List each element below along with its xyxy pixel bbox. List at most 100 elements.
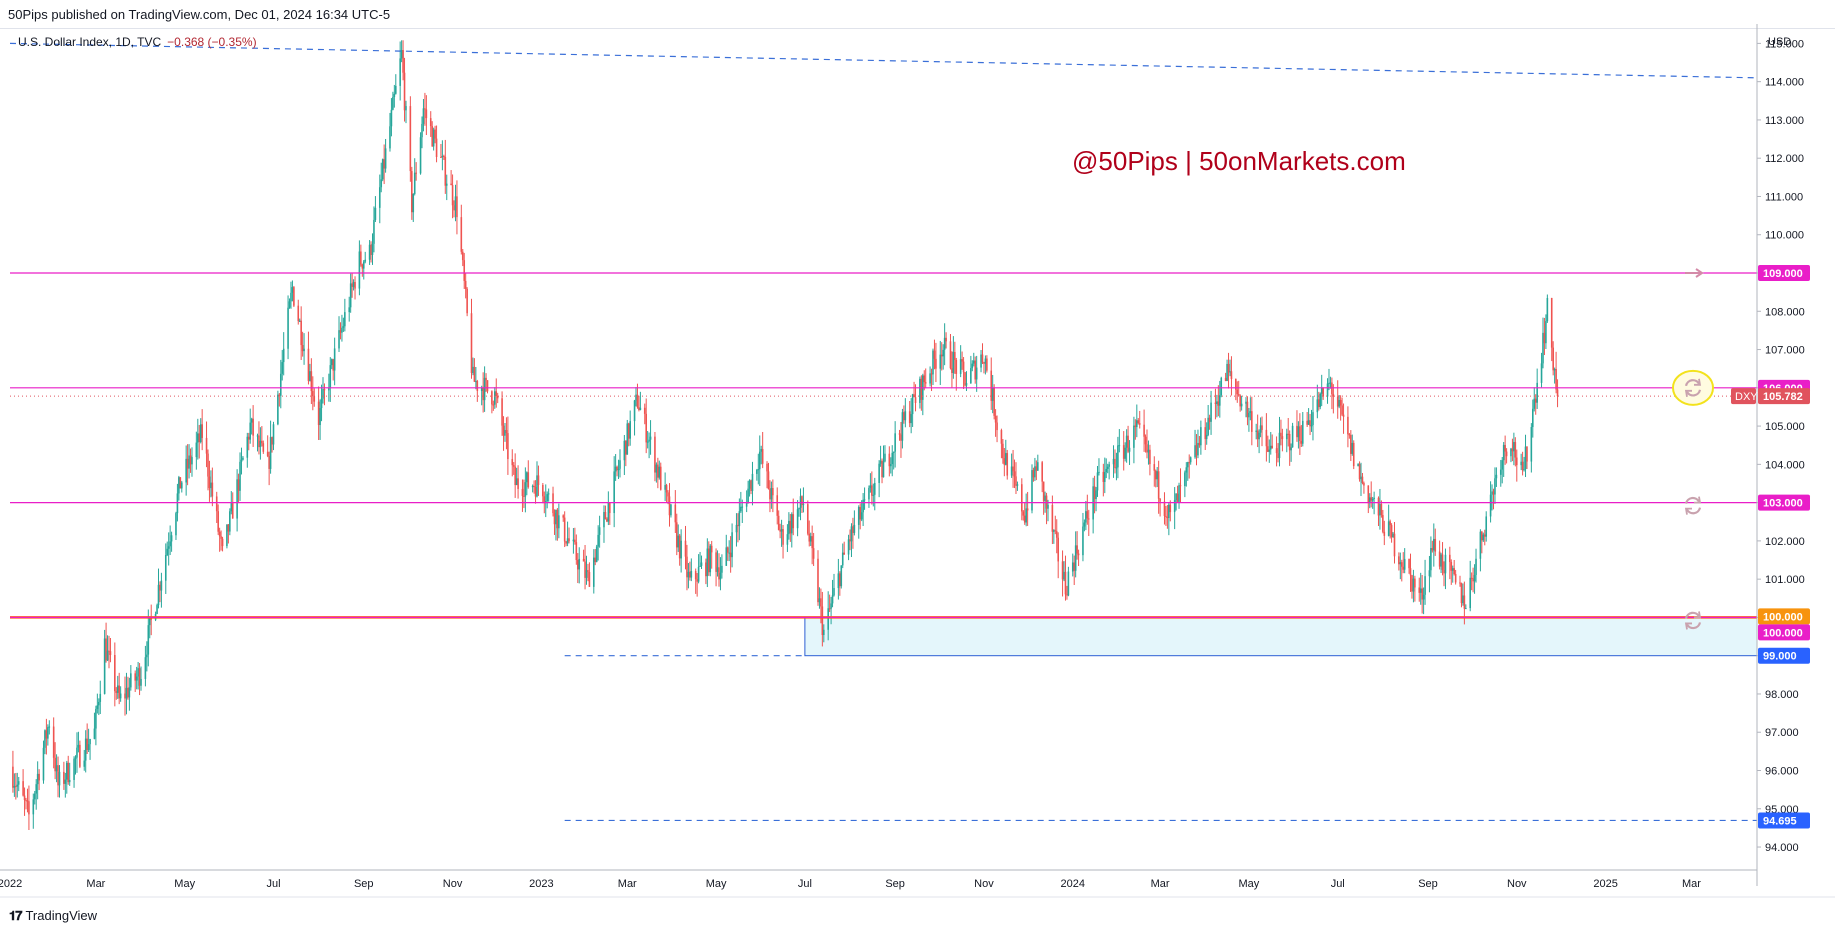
candle-body xyxy=(1408,558,1410,569)
candle xyxy=(1422,587,1425,615)
candle-body xyxy=(1412,578,1415,592)
candle-body xyxy=(432,129,435,147)
candle-body xyxy=(843,552,845,555)
candle-body xyxy=(923,375,926,383)
candle-body xyxy=(1363,483,1365,486)
candle-body xyxy=(1505,451,1508,457)
candle-body xyxy=(719,572,722,580)
candle xyxy=(1389,519,1391,539)
candle-body xyxy=(1328,382,1330,384)
candle xyxy=(984,355,987,375)
candle xyxy=(868,485,870,508)
candle xyxy=(576,553,579,584)
candle xyxy=(972,352,975,367)
candle-body xyxy=(1086,511,1089,519)
price-tag-bg xyxy=(1758,624,1810,641)
candle xyxy=(882,445,885,478)
candle-body xyxy=(301,345,304,352)
candle xyxy=(191,447,193,477)
price-tag-text: 99.000 xyxy=(1763,651,1797,663)
candle-body xyxy=(303,348,305,352)
candle xyxy=(697,554,700,584)
candle xyxy=(33,790,36,805)
candle xyxy=(725,534,728,566)
candle xyxy=(1297,421,1300,449)
candle-body xyxy=(1312,412,1314,425)
currency-label[interactable]: USD xyxy=(1768,36,1792,48)
candle xyxy=(1085,500,1087,531)
x-tick-label: 2025 xyxy=(1593,878,1617,890)
candle-body xyxy=(341,327,343,333)
candle-body xyxy=(674,504,677,523)
candle-body xyxy=(317,401,320,426)
y-tick-label: 94.000 xyxy=(1765,842,1799,854)
candle xyxy=(105,622,107,663)
candle-body xyxy=(169,541,171,547)
candle xyxy=(1513,432,1515,466)
candle-body xyxy=(293,287,295,306)
candle-body xyxy=(58,771,61,786)
candle-body xyxy=(940,354,943,357)
tradingview-logo[interactable]: 𝟏𝟕 TradingView xyxy=(9,908,97,926)
candle-body xyxy=(952,352,955,374)
candle xyxy=(1023,503,1026,525)
candle xyxy=(597,525,599,561)
candle-body xyxy=(1377,497,1380,516)
candle xyxy=(1073,555,1076,586)
candle xyxy=(878,460,880,498)
candle xyxy=(1521,451,1524,476)
candle xyxy=(1357,463,1359,467)
candle-body xyxy=(543,496,546,502)
candle xyxy=(919,376,921,409)
candle xyxy=(873,477,876,511)
candle xyxy=(821,591,824,647)
candle xyxy=(1433,523,1435,567)
candle xyxy=(424,92,426,126)
candle xyxy=(405,100,407,124)
candle-body xyxy=(1454,574,1457,583)
candle xyxy=(847,534,850,561)
candle-body xyxy=(578,558,581,570)
candle xyxy=(700,555,703,570)
candle xyxy=(1444,548,1447,590)
candle xyxy=(606,517,608,523)
candle-body xyxy=(772,488,774,496)
candle-body xyxy=(1515,457,1518,466)
candle xyxy=(1034,457,1036,482)
candle xyxy=(811,525,813,565)
candle-body xyxy=(215,496,218,512)
symbol-legend[interactable]: U.S. Dollar Index, 1D, TVC −0.368 (−0.35%… xyxy=(18,35,257,49)
candle xyxy=(298,318,301,323)
candle xyxy=(1288,430,1291,466)
candle xyxy=(1125,429,1128,463)
candle xyxy=(134,670,137,693)
refresh-icon-arc-top xyxy=(1684,611,1700,619)
price-change: −0.368 (−0.35%) xyxy=(167,35,257,49)
candle-body xyxy=(159,584,161,591)
candle xyxy=(287,295,289,360)
candle xyxy=(952,336,955,379)
candle xyxy=(1010,453,1013,478)
candle xyxy=(502,416,505,451)
x-tick-label: Jul xyxy=(1331,878,1345,890)
candle xyxy=(95,705,97,746)
candle-body xyxy=(582,558,585,562)
x-tick-label: Jul xyxy=(266,878,280,890)
candle xyxy=(1465,604,1467,610)
candle-body xyxy=(654,436,656,473)
candle xyxy=(1470,572,1473,591)
candle xyxy=(716,550,719,577)
candle xyxy=(483,366,486,412)
candle-body xyxy=(1258,432,1260,440)
candle xyxy=(1096,465,1099,497)
candle-body xyxy=(482,388,484,401)
candle-body xyxy=(1102,471,1105,482)
candle xyxy=(1377,496,1380,527)
candle xyxy=(1137,418,1140,425)
candle xyxy=(1235,378,1237,401)
candle-body xyxy=(853,524,856,533)
candle xyxy=(974,356,977,384)
candle xyxy=(128,677,131,711)
candle-body xyxy=(514,466,516,486)
